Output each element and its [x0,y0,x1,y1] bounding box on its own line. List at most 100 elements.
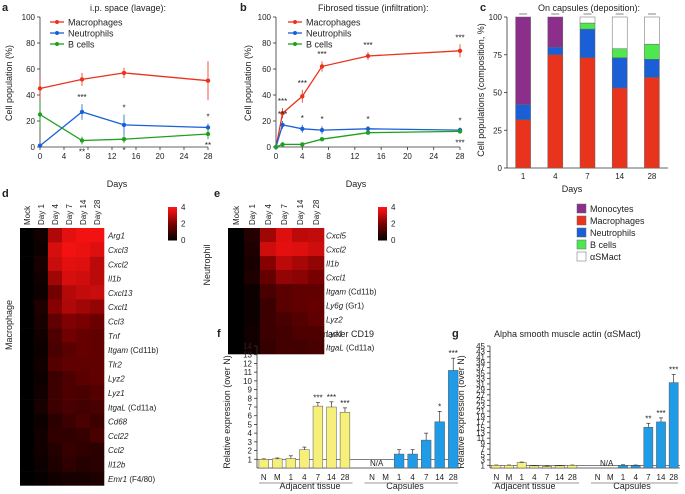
panel-e-heatmap-cell [260,312,277,327]
panel-f-bar [272,458,283,469]
panel-b-significance: *** [278,110,287,119]
panel-f-group2-label: Capsules [386,481,424,491]
panel-d-heatmap-cell [62,256,77,272]
panel-f-ytick-label: 9 [248,386,253,395]
panel-e-heatmap-cell [292,340,309,355]
panel-d-colorbar-segment [168,233,177,235]
panel-c-legend-label: Macrophages [590,216,645,226]
panel-c-bar-macrophages [611,87,628,169]
panel-d-heatmap-cell [62,413,77,429]
panel-c-legend-label: αSMact [590,252,621,262]
panel-a-point-macrophages [205,78,211,83]
panel-d-heatmap-cell [62,356,77,372]
panel-b-legend-marker [293,20,297,24]
panel-d-heatmap-cell [20,371,35,386]
panel-f-bar [407,453,418,469]
panel-e-heatmap-cell [228,256,245,271]
panel-b-significance: *** [317,50,326,59]
panel-g-ytick-label: 5 [481,450,486,459]
panel-e-heatmap-cell [244,270,261,285]
panel-c-bar-neutrophils [579,28,596,59]
panel-e-colorbar-segment [378,223,387,226]
panel-d-heatmap-cell [90,299,105,315]
panel-g-xtick-label: N [493,473,499,482]
panel-d-heatmap-cell [48,356,63,372]
panel-g-ytick-label: 19 [476,412,485,421]
panel-d-colorbar-segment [168,235,177,238]
panel-g-ytick-label: 39 [476,358,485,367]
panel-d-row-label: Itgam (Cd11b) [108,346,159,355]
panel-d-heatmap-cell [34,270,49,286]
panel-a-xtick-label: 8 [86,152,91,161]
panel-a-xtick-label: 28 [204,152,213,161]
panel-e-heatmap-cell [308,312,325,327]
panel-d-heatmap-cell [48,428,63,443]
panel-d-heatmap-cell [34,456,49,472]
panel-d-row-label: Cxcl2 [108,260,129,269]
panel-b-ytick-label: 80 [262,39,271,48]
panel-e-colorbar-segment [378,210,387,212]
panel-b-legend-marker [293,31,297,35]
panel-g-na-label: N/A [600,459,614,468]
panel-e-column-label: Day 4 [264,204,273,225]
panel-f-ytick-label: 1 [248,455,253,464]
panel-b-xtick-label: 24 [429,152,438,161]
panel-a-significance: ** [205,141,211,150]
panel-d-colorbar-segment [168,208,177,210]
panel-c-xlabel: Days [562,184,583,194]
panel-a-ytick-label: 80 [26,39,35,48]
panel-d-heatmap-cell [34,385,49,400]
panel-e-heatmap-cell [276,284,293,299]
panel-e-colorbar-segment [378,219,387,221]
panel-d-heatmap-cell [34,285,49,300]
panel-d-heatmap-cell [62,342,77,357]
panel-g-significance: *** [656,409,665,418]
panel-g-ytick-label: 41 [476,353,485,362]
panel-d-heatmap-cell [76,428,91,443]
panel-d-heatmap-cell [62,471,77,486]
panel-b-xtick-label: 0 [274,152,279,161]
panel-e-colorbar-label: 4 [391,203,396,212]
panel-d-heatmap-cell [48,442,63,458]
panel-f-bar [421,439,432,469]
panel-a-ytick-label: 20 [26,117,35,126]
panel-d-heatmap-cell [90,328,105,343]
panel-a-point-neutrophils [121,122,127,128]
panel-c-bar-macrophages [547,54,564,169]
panel-g-bar [567,465,578,469]
panel-e-row-label: Il1b [326,260,339,269]
panel-d-colorbar-segment [168,216,177,219]
panel-g-bar [630,465,641,469]
panel-e-heatmap-cell [244,312,261,327]
panel-g-ytick-label: 1 [481,461,486,470]
panel-e-row-label: Ly6g (Gr1) [326,302,364,311]
panel-f-significance: *** [327,393,336,402]
panel-e-colorbar-segment [378,207,387,209]
panel-c-letter: c [480,2,486,14]
panel-g-ytick-label: 21 [476,407,485,416]
panel-f-xtick-label: 4 [410,473,415,482]
panel-d-heatmap-cell [48,371,63,386]
panel-f-na-label: N/A [370,459,384,468]
panel-d-heatmap-cell [48,413,63,429]
panel-e-heatmap-cell [292,284,309,299]
panel-c-ylabel: Cell populations (composition, %) [476,23,486,157]
panel-c-xtick-label: 1 [521,172,526,181]
panel-e-colorbar-segment [378,218,387,220]
panel-b-series-neutrophils [275,124,461,148]
panel-b-point-b-cells [457,129,463,134]
panel-a-xtick-label: 4 [62,152,67,161]
panel-f-bar [393,453,405,469]
panel-b-point-macrophages [457,48,463,53]
panel-e-colorbar-segment [378,212,387,215]
panel-d-heatmap-cell [90,428,105,443]
panel-b-point-neutrophils [280,122,285,128]
panel-f-xtick-label: M [274,473,281,482]
panel-g-ytick-label: 7 [481,445,486,454]
panel-d-colorbar-segment [168,219,177,221]
panel-b-xtick-label: 28 [456,152,465,161]
panel-b-xtick-label: 8 [326,152,331,161]
panel-f-bar [312,405,324,469]
panel-b-significance: * [320,115,323,124]
panel-b-significance: * [366,115,369,124]
